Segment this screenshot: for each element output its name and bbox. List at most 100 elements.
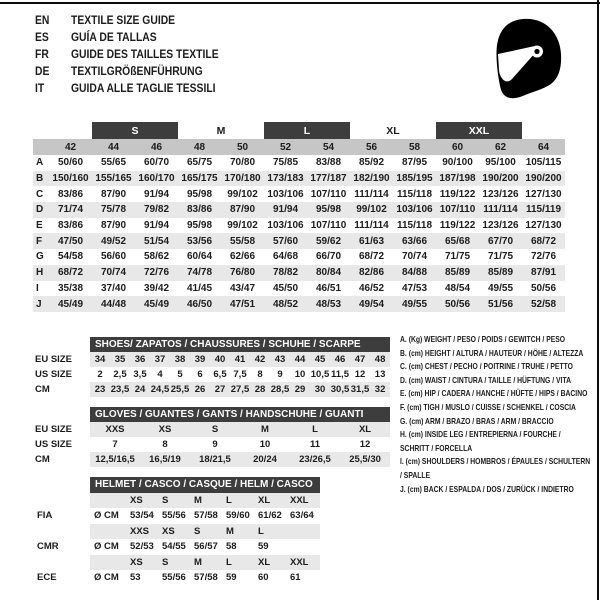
size-cell: 59/62 [315, 235, 342, 247]
size-cell: 99/102 [356, 204, 387, 216]
legend-item: B. (cm) HEIGHT / ALTURA / HAUTEUR / HÖHE… [400, 347, 584, 358]
size-cell: 190/200 [525, 173, 562, 185]
size-cell: 111/114 [354, 220, 389, 232]
measurement-legend: A. (Kg) WEIGHT / PESO / POIDS / GEWITCH … [400, 333, 592, 496]
size-cell: 35 [110, 352, 130, 367]
size-cell: 12 [359, 439, 371, 450]
size-cell: 70/74 [100, 267, 127, 279]
size-cell: 55/56 [162, 510, 186, 522]
size-cell: 115/119 [525, 204, 562, 216]
size-cell: 91/94 [143, 220, 170, 232]
row-label: US SIZE [35, 439, 72, 450]
table-row-h: H 68/72 70/74 72/76 74/78 76/80 78/82 80/84 82/8… [33, 264, 565, 281]
size-cell: 72/76 [530, 251, 557, 263]
size-cell: 47 [350, 352, 370, 367]
size-cell: 95/100 [485, 157, 516, 169]
size-cell: XL [256, 492, 288, 508]
textile-size-table: S M L XL XXL 42 44 46 48 50 52 54 56 58 60 62 64 A 50/60 55… [33, 122, 565, 312]
standard-label [35, 524, 90, 540]
size-cell: 6 [197, 369, 203, 380]
size-cell: 65/68 [444, 235, 471, 247]
column-header: 62 [494, 141, 507, 153]
size-cell: 63/64 [290, 510, 314, 522]
language-title-row: ES GUÍA DE TALLAS [35, 29, 219, 46]
size-band [33, 122, 92, 139]
size-cell: 9 [212, 439, 218, 450]
size-cell [288, 523, 320, 539]
guide-title: TEXTILE SIZE GUIDE [71, 14, 176, 27]
size-cell: 123/126 [482, 220, 519, 232]
table-row: EU SIZE 34 35 36 37 38 39 40 41 42 43 44 45 46 47 48 [35, 352, 391, 367]
size-cell: XS [160, 523, 192, 539]
language-code: ES [35, 31, 49, 44]
size-cell: XXL [288, 554, 320, 570]
size-cell: 58 [226, 541, 237, 553]
legend-item: I. (cm) SHOULDERS / HOMBROS / ÉPAULES / … [400, 456, 591, 480]
size-cell: 49/55 [401, 298, 428, 310]
size-cell: 107/110 [310, 188, 347, 200]
size-band [522, 122, 565, 139]
row-label-spacer [35, 477, 90, 493]
legend-item: D. (cm) WAIST / CINTURA / TAILLE / HÜFTU… [400, 374, 571, 385]
size-cell: S [160, 492, 192, 508]
row-label: F [36, 235, 43, 247]
language-code: FR [35, 48, 49, 61]
guide-title: GUIDE DES TAILLES TEXTILE [71, 48, 219, 61]
size-cell: 6,5 [213, 369, 227, 380]
legend-item: J. (cm) BACK / ESPALDA / DOS / ZURÜCK / … [400, 483, 574, 494]
size-cell: 90/100 [442, 157, 473, 169]
size-cell: 103/106 [267, 188, 304, 200]
size-cell: 63/66 [401, 235, 428, 247]
legend-item: E. (cm) HIP / CADERA / HANCHE / HÜFTE / … [400, 388, 588, 399]
language-title-row: IT GUIDA ALLE TAGLIE TESSILI [35, 80, 219, 97]
size-cell: XS [128, 492, 160, 508]
size-cell: 60/70 [143, 157, 170, 169]
size-cell: 55/58 [229, 235, 256, 247]
size-cell: 57/58 [194, 510, 218, 522]
column-header: 52 [279, 141, 292, 153]
table-row: CM 12,5/16,5 16,5/19 18/21,5 20/24 23/26,5 25,… [35, 452, 391, 467]
size-cell: 78/82 [272, 267, 299, 279]
guide-title: GUÍA DE TALLAS [71, 31, 157, 44]
right-frame-line [597, 0, 599, 600]
size-cell: 10,5 [310, 369, 330, 380]
size-cell: 49/52 [100, 235, 127, 247]
size-cell: 36 [130, 352, 150, 367]
size-cell: 47/51 [229, 298, 256, 310]
size-cell: 71/74 [57, 204, 84, 216]
textile-size-grid: S M L XL XXL 42 44 46 48 50 52 54 56 58 60 62 64 A 50/60 55… [33, 122, 565, 312]
standard-label [35, 555, 90, 571]
size-cell: 46/50 [186, 298, 213, 310]
row-label: C [36, 188, 44, 200]
size-cell: 87/90 [100, 188, 127, 200]
row-label: EU SIZE [35, 424, 72, 435]
size-cell: 24 [130, 382, 150, 397]
size-cell: 55/56 [162, 572, 186, 584]
size-cell: 84/88 [401, 267, 428, 279]
table-row-b: B 150/160 155/165 160/170 165/175 170/180 173/… [33, 170, 565, 187]
size-cell: M [224, 523, 256, 539]
size-cell: 99/102 [227, 220, 258, 232]
size-cell: 107/110 [310, 220, 347, 232]
guide-title: TEXTILGRÖßENFÜHRUNG [71, 65, 203, 78]
gloves-grid: GLOVES / GUANTES / GANTS / HANDSCHUHE / … [35, 407, 391, 467]
table-row: XS S M L XL XXL [35, 492, 320, 508]
column-header: 44 [107, 141, 120, 153]
size-band-row: S M L XL XXL [33, 122, 565, 139]
size-cell: 10 [294, 369, 306, 380]
size-cell: 68/72 [530, 235, 557, 247]
size-cell: 60/64 [186, 251, 213, 263]
size-cell: 95/98 [186, 220, 213, 232]
table-row-i: I 35/38 37/40 39/42 41/45 43/47 45/50 46/51 46/5… [33, 281, 565, 297]
size-cell: 56/57 [194, 541, 218, 553]
row-label: J [36, 298, 42, 310]
size-cell: 53/56 [186, 235, 213, 247]
unit-cell: Ø CM [94, 572, 119, 584]
size-cell: 50/60 [57, 157, 84, 169]
size-cell: M [192, 492, 224, 508]
size-cell: 66/70 [315, 251, 342, 263]
size-cell: 28 [250, 382, 270, 397]
language-code: DE [35, 65, 50, 78]
table-row-ece: ECE Ø CM 53 55/56 57/58 59 60 61 [35, 570, 320, 586]
size-cell: 177/187 [310, 173, 347, 185]
